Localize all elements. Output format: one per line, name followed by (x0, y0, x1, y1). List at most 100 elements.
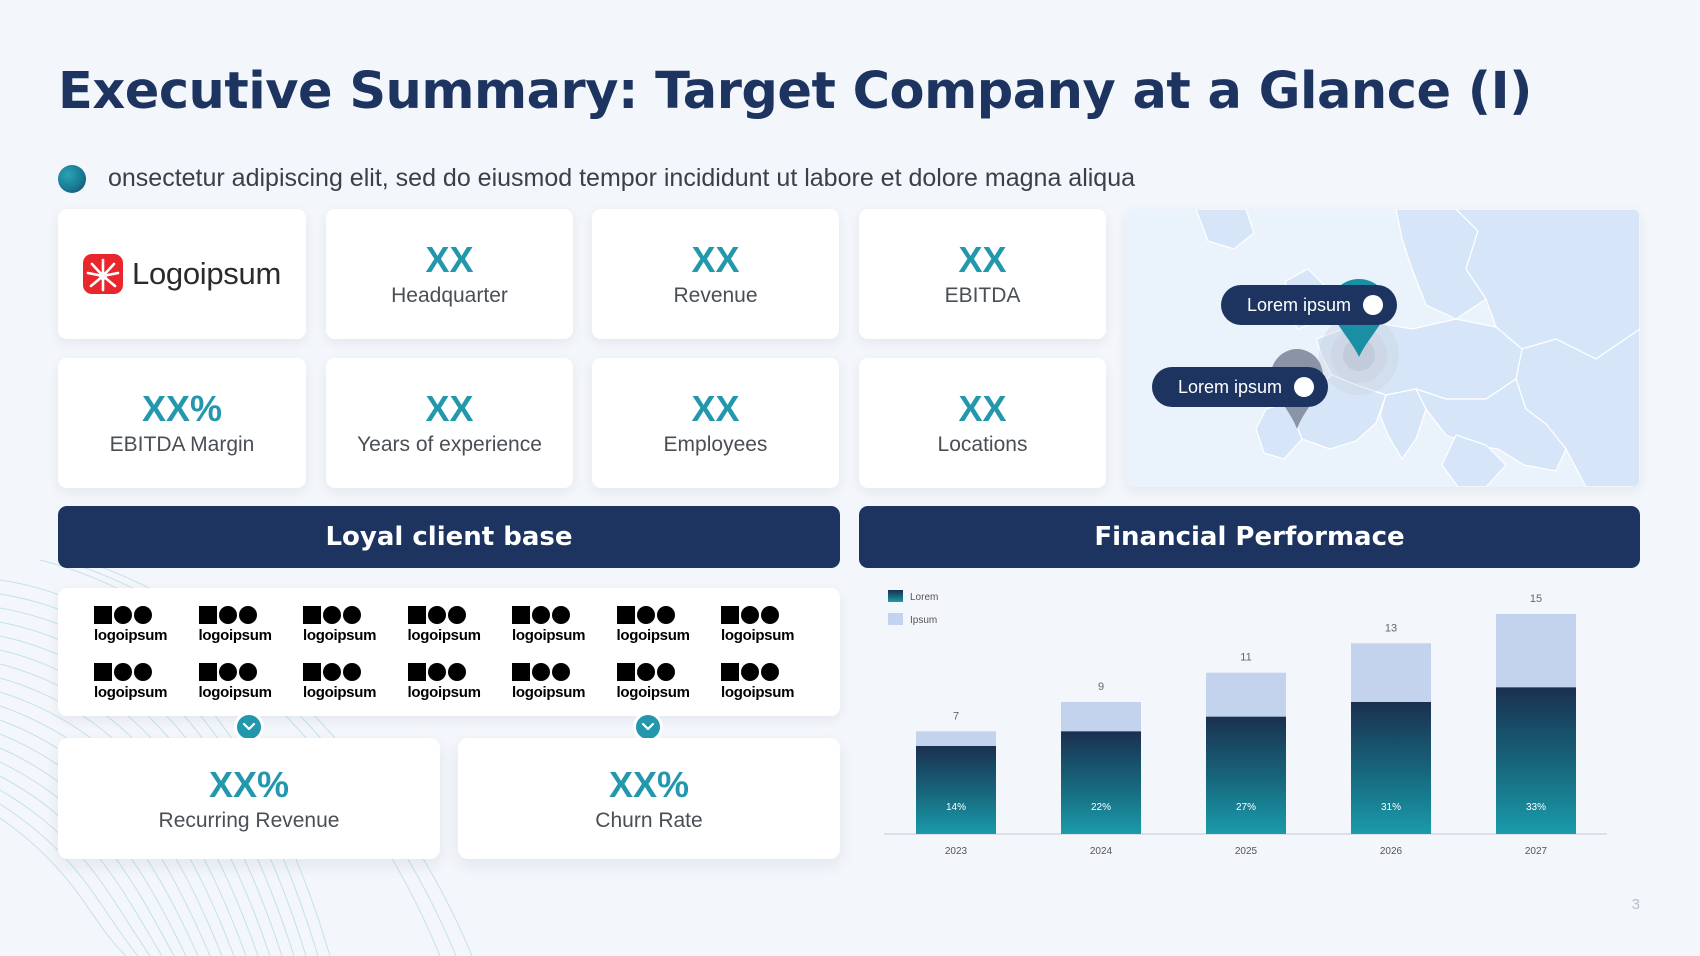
client-logo-mark-icon (198, 604, 289, 626)
x-tick-label: 2025 (1235, 846, 1258, 857)
client-logo-text: logoipsum (94, 684, 168, 701)
legend-label: Ipsum (910, 615, 937, 626)
kpi-value: XX (691, 239, 740, 280)
europe-map (1126, 209, 1640, 487)
bar-segment-lorem (916, 746, 996, 834)
client-logo-mark-icon (198, 661, 289, 683)
chevron-down-icon (641, 722, 655, 731)
page-title: Executive Summary: Target Company at a G… (58, 62, 1532, 121)
map-pin-text: Lorem ipsum (1178, 376, 1283, 397)
kpi-label: Revenue (673, 284, 758, 307)
pin-knob-icon (1294, 377, 1314, 397)
client-logo: logoipsum (303, 661, 393, 705)
kpi-value: XX (958, 388, 1007, 429)
kpi-value: XX (958, 239, 1007, 280)
client-logo: logoipsum (512, 661, 602, 705)
intro-text: onsectetur adipiscing elit, sed do eiusm… (108, 164, 1136, 192)
connector-chevron (633, 712, 663, 742)
kpi-card-headquarter: XX Headquarter (326, 209, 573, 339)
metric-label: Churn Rate (595, 808, 703, 832)
client-logo: logoipsum (94, 661, 184, 705)
x-tick-label: 2027 (1525, 846, 1548, 857)
client-logo-text: logoipsum (512, 684, 586, 701)
bar-segment-lorem (1061, 731, 1141, 834)
legend-label: Lorem (910, 592, 938, 603)
client-logo-text: logoipsum (94, 627, 168, 644)
clients-section-banner: Loyal client base (58, 506, 840, 568)
sunburst-logo-icon (83, 254, 124, 294)
financial-performance-chart: Lorem Ipsum 14% 7 2023 22% 9 2024 27% 11 2025 31% 13… (872, 584, 1632, 864)
client-logo-text: logoipsum (198, 684, 272, 701)
client-logo-text: logoipsum (512, 627, 586, 644)
client-logo-mark-icon (616, 604, 707, 626)
kpi-label: EBITDA Margin (109, 433, 255, 456)
client-logo-text: logoipsum (721, 684, 795, 701)
metric-value: XX% (608, 763, 690, 805)
legend-swatch (888, 590, 903, 602)
client-logo: logoipsum (512, 604, 602, 648)
bar-segment-ipsum (1206, 672, 1286, 717)
kpi-label: Years of experience (357, 433, 542, 456)
bullet-dot-icon (58, 164, 86, 193)
kpi-card-ebitda-margin: XX% EBITDA Margin (58, 358, 306, 488)
map-pin-label: Lorem ipsum (1152, 367, 1328, 407)
bar-segment-ipsum (916, 731, 996, 746)
kpi-card-locations: XX Locations (859, 358, 1106, 488)
kpi-card-employees: XX Employees (592, 358, 839, 488)
pin-knob-icon (1363, 295, 1383, 315)
bar-total-label: 15 (1530, 593, 1542, 605)
financial-section-banner: Financial Performace (859, 506, 1640, 568)
kpi-value: XX (425, 239, 474, 280)
client-logo-text: logoipsum (407, 684, 481, 701)
client-logo-mark-icon (303, 604, 393, 626)
kpi-value: XX (691, 388, 740, 429)
bar-percent-label: 33% (1526, 802, 1546, 813)
client-logo-text: logoipsum (721, 627, 795, 644)
bar-percent-label: 22% (1091, 802, 1111, 813)
bar-segment-lorem (1351, 702, 1431, 834)
europe-map-card: Lorem ipsum Lorem ipsum (1126, 209, 1640, 487)
page-number: 3 (1631, 896, 1640, 913)
client-logo: logoipsum (721, 661, 811, 705)
bar-segment-ipsum (1351, 643, 1431, 702)
client-logo-text: logoipsum (616, 627, 690, 644)
client-logo-text: logoipsum (198, 627, 272, 644)
kpi-card-years-of-experience: XX Years of experience (326, 358, 573, 488)
x-tick-label: 2023 (945, 846, 968, 857)
client-logo-mark-icon (721, 661, 811, 683)
x-tick-label: 2024 (1090, 846, 1113, 857)
kpi-card-ebitda: XX EBITDA (859, 209, 1106, 339)
company-logo-card: Logoipsum (58, 209, 306, 339)
client-logo: logoipsum (198, 661, 289, 705)
kpi-label: Headquarter (391, 284, 508, 307)
bar-segment-ipsum (1061, 702, 1141, 732)
client-logo: logoipsum (94, 604, 184, 648)
client-logo: logoipsum (407, 661, 498, 705)
client-logo-mark-icon (94, 661, 184, 683)
client-logo: logoipsum (407, 604, 498, 648)
metric-label: Recurring Revenue (158, 808, 340, 832)
kpi-label: Locations (937, 433, 1028, 456)
client-logo-mark-icon (721, 604, 811, 626)
client-logo-text: logoipsum (303, 684, 377, 701)
client-logo-mark-icon (512, 604, 602, 626)
kpi-card-revenue: XX Revenue (592, 209, 839, 339)
bar-total-label: 13 (1385, 622, 1397, 634)
client-logo-mark-icon (303, 661, 393, 683)
intro-bullet: onsectetur adipiscing elit, sed do eiusm… (58, 164, 1135, 193)
kpi-label: Employees (663, 433, 768, 456)
recurring-revenue-card: XX% Recurring Revenue (58, 738, 440, 859)
client-logo: logoipsum (721, 604, 811, 648)
chevron-down-icon (242, 722, 256, 731)
client-logo-text: logoipsum (407, 627, 481, 644)
bar-total-label: 11 (1240, 652, 1251, 664)
client-logo: logoipsum (198, 604, 289, 648)
client-logo: logoipsum (303, 604, 393, 648)
bar-segment-ipsum (1496, 614, 1576, 688)
client-logo-text: logoipsum (303, 627, 377, 644)
client-logo-mark-icon (407, 661, 498, 683)
bar-percent-label: 27% (1236, 802, 1256, 813)
bar-total-label: 9 (1098, 681, 1104, 693)
client-logo: logoipsum (616, 604, 707, 648)
bar-segment-lorem (1206, 716, 1286, 834)
